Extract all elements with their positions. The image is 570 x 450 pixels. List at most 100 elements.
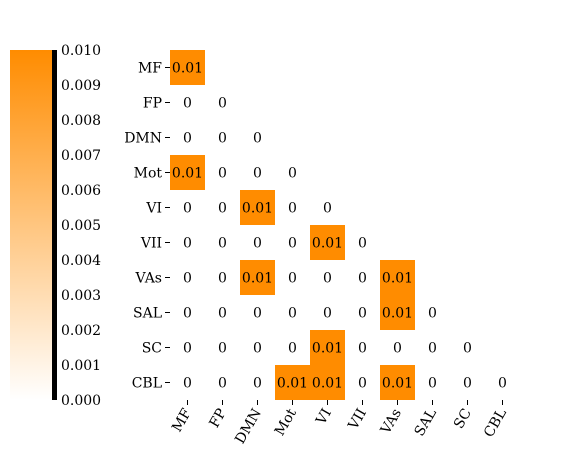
row-tick-label: VAs [135,271,162,287]
heatmap-cell [275,295,310,330]
heatmap-cell [275,225,310,260]
heatmap-cell [345,330,380,365]
cell-value-label: 0 [253,131,262,147]
colorbar-tick-label: 0.009 [61,78,101,94]
row-tick-label: VI [145,201,162,217]
heatmap-cell [310,365,345,400]
cell-value-label: 0 [463,341,472,357]
column-tick-label: FP [207,406,230,431]
cell-value-label: 0.01 [172,166,203,182]
heatmap-cell [205,225,240,260]
row-tick-label: MF [138,61,162,77]
colorbar-gradient [10,50,52,400]
heatmap-cell [345,365,380,400]
cell-value-label: 0 [218,131,227,147]
heatmap-cell [205,190,240,225]
column-tick-label: SAL [412,406,440,439]
row-labels: MF FP DMN Mot VI VII VAs SAL SC CBL [124,61,170,392]
cell-value-label: 0.01 [312,376,343,392]
cell-value-label: 0 [183,376,192,392]
column-labels: MF FP DMN Mot VI VII VAs SAL SC CBL [169,400,510,447]
cell-value-label: 0 [288,236,297,252]
heatmap-cell [170,190,205,225]
row-tick-label: Mot [134,166,163,182]
heatmap-cell [275,190,310,225]
heatmap-cell [240,260,275,295]
heatmap-cell [205,295,240,330]
cell-value-label: 0 [183,271,192,287]
cell-value-label: 0 [218,166,227,182]
heatmap-cell [170,365,205,400]
heatmap-cell [170,295,205,330]
cell-value-label: 0 [218,306,227,322]
heatmap-cell [205,155,240,190]
heatmap-cell [415,365,450,400]
cell-value-label: 0 [183,341,192,357]
cell-value-label: 0 [288,271,297,287]
column-tick-label: VAs [377,406,405,438]
cell-value-label: 0 [218,201,227,217]
cell-value-label: 0 [288,306,297,322]
heatmap-cell [275,260,310,295]
row-tick-label: CBL [132,376,162,392]
heatmap-cell [275,155,310,190]
cell-value-label: 0.01 [242,201,273,217]
heatmap-cell [240,120,275,155]
row-tick-label: DMN [124,131,162,147]
colorbar-tick-label: 0.003 [61,288,101,304]
cell-value-label: 0 [358,271,367,287]
heatmap-cell [205,120,240,155]
heatmap-cell [240,190,275,225]
heatmap-cell [170,85,205,120]
cell-value-label: 0 [183,131,192,147]
heatmap-cell [240,365,275,400]
heatmap-cell [170,155,205,190]
heatmap-cell [415,330,450,365]
heatmap-cell [380,330,415,365]
heatmap-cell [205,330,240,365]
cell-value-label: 0 [428,376,437,392]
cell-value-label: 0.01 [382,271,413,287]
column-tick-label: VI [313,406,335,428]
cell-value-label: 0 [428,306,437,322]
heatmap-cell [310,330,345,365]
cell-value-label: 0 [288,201,297,217]
colorbar-tick-label: 0.004 [61,253,101,269]
heatmap-cell [205,260,240,295]
heatmap-cell [170,260,205,295]
cell-value-label: 0 [218,376,227,392]
cell-value-label: 0 [218,341,227,357]
colorbar: 0.000 0.001 0.002 0.003 0.004 0.005 0.006 0.007… [10,43,101,409]
heatmap-cell [240,330,275,365]
cell-value-label: 0.01 [172,61,203,77]
heatmap-cell [205,85,240,120]
cell-value-label: 0 [498,376,507,392]
cell-value-label: 0.01 [382,376,413,392]
cell-value-label: 0 [183,96,192,112]
heatmap-cell [310,260,345,295]
heatmap-cell [450,365,485,400]
heatmap-cell [485,365,520,400]
cell-value-label: 0 [183,236,192,252]
colorbar-tick-label: 0.005 [61,218,101,234]
column-tick-label: DMN [232,406,265,447]
colorbar-tick-label: 0.000 [61,393,101,409]
heatmap-cell [170,330,205,365]
colorbar-tick-label: 0.002 [61,323,101,339]
cell-value-label: 0 [428,341,437,357]
heatmap-cell [310,190,345,225]
row-tick-label: FP [143,96,162,112]
cell-value-label: 0 [253,376,262,392]
cell-value-label: 0 [183,201,192,217]
heatmap-cell [170,50,205,85]
cell-value-label: 0 [288,166,297,182]
row-tick-label: SAL [133,306,162,322]
heatmap-cell [240,295,275,330]
heatmap-cell [345,260,380,295]
heatmap-cell [275,330,310,365]
heatmap-cell [310,225,345,260]
colorbar-tick-label: 0.008 [61,113,101,129]
heatmap-cell [240,155,275,190]
cell-value-label: 0.01 [242,271,273,287]
heatmap-cell [170,120,205,155]
